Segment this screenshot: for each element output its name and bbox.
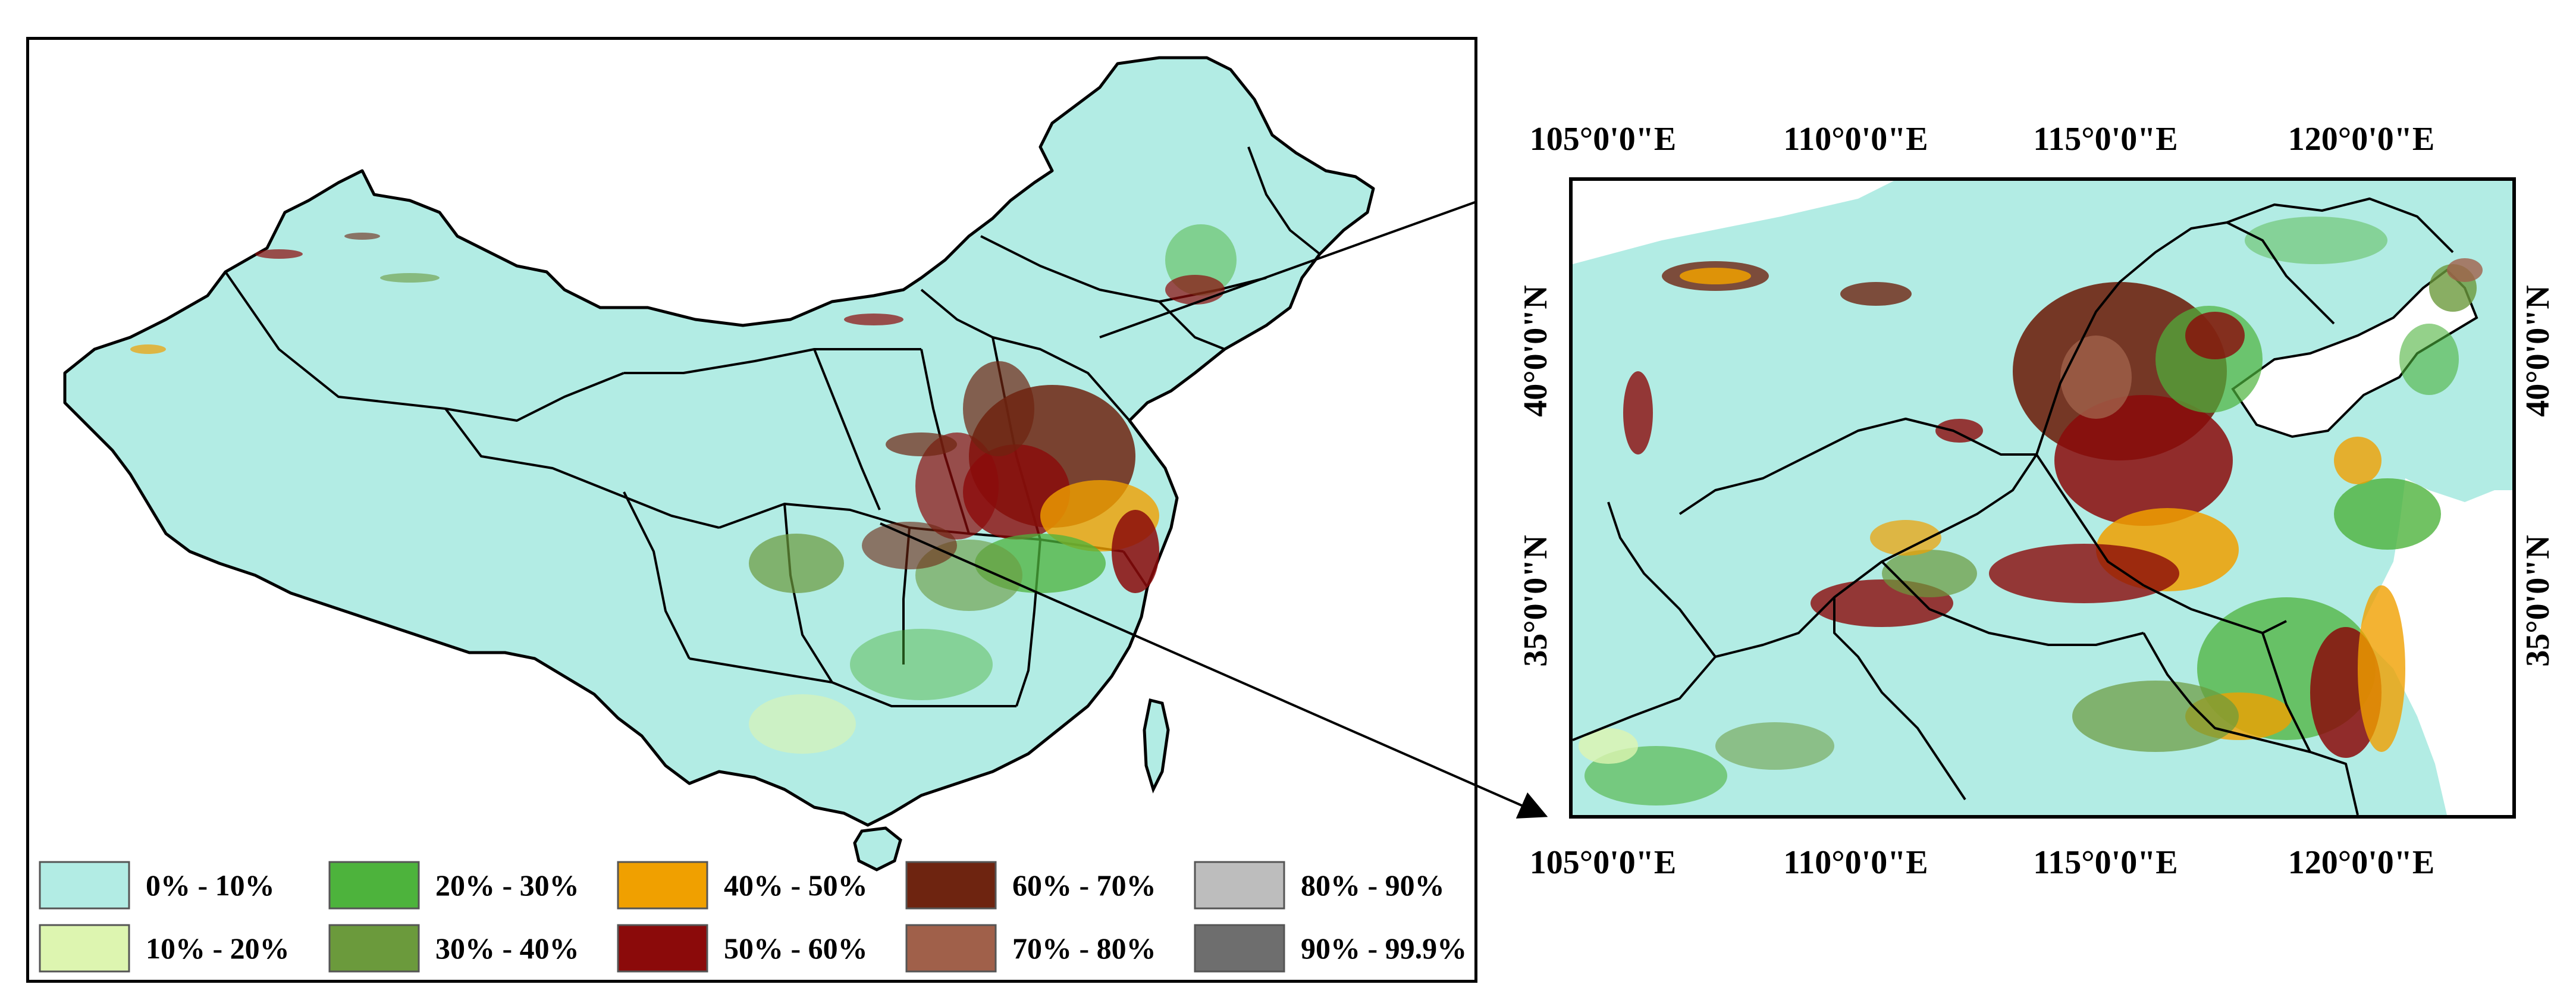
inset-top-label-1: 110°0'0"E xyxy=(1783,121,1928,158)
legend-swatch-6 xyxy=(905,861,997,910)
data-patches xyxy=(130,224,1237,754)
inset-map-panel xyxy=(1569,177,2516,819)
legend-swatch-4 xyxy=(617,861,708,910)
inset-boundaries xyxy=(1573,198,2454,815)
bohai-sea xyxy=(2231,268,2478,438)
inset-top-label-2: 115°0'0"E xyxy=(2033,121,2177,158)
legend-label-9: 90% - 99.9% xyxy=(1301,932,1467,965)
legend-swatch-2 xyxy=(328,861,420,910)
legend-label-6: 60% - 70% xyxy=(1012,869,1156,902)
inset-right-label-0: 40°0'0"N xyxy=(2519,285,2556,416)
china-outline xyxy=(63,56,1375,827)
legend-swatch-8 xyxy=(1194,861,1285,910)
legend-swatch-1 xyxy=(39,924,130,973)
inset-bottom-label-0: 105°0'0"E xyxy=(1530,844,1676,881)
inset-axis-labels: 105°0'0"E 110°0'0"E 115°0'0"E 120°0'0"E 105°… xyxy=(1517,121,2556,881)
hainan-outline xyxy=(853,826,902,872)
legend-swatch-5 xyxy=(617,924,708,973)
legend-swatch-3 xyxy=(328,924,420,973)
legend-swatch-7 xyxy=(905,924,997,973)
inset-top-label-0: 105°0'0"E xyxy=(1530,121,1676,158)
legend-label-5: 50% - 60% xyxy=(724,932,868,965)
inset-bottom-label-2: 115°0'0"E xyxy=(2033,844,2177,881)
china-map: 0% - 10% 10% - 20% 20% - 30% 30% - 40% 40% -… xyxy=(39,56,1551,973)
inset-bottom-label-1: 110°0'0"E xyxy=(1783,844,1928,881)
legend-label-3: 30% - 40% xyxy=(435,932,579,965)
legend-swatch-0 xyxy=(39,861,130,910)
legend: 0% - 10% 10% - 20% 20% - 30% 30% - 40% 40% -… xyxy=(39,861,1467,973)
arrow-upper xyxy=(1099,171,1551,338)
legend-label-4: 40% - 50% xyxy=(724,869,868,902)
taiwan-outline xyxy=(1143,698,1170,794)
main-map-panel: 0% - 10% 10% - 20% 20% - 30% 30% - 40% 40% -… xyxy=(26,37,1551,983)
inset-top-label-3: 120°0'0"E xyxy=(2288,121,2434,158)
inset-right-label-1: 35°0'0"N xyxy=(2519,535,2556,666)
yellow-sea xyxy=(2358,478,2512,815)
legend-label-1: 10% - 20% xyxy=(146,932,290,965)
inset-data-patches xyxy=(1579,217,2483,805)
legend-swatch-9 xyxy=(1194,924,1285,973)
arrow-lower xyxy=(880,522,1548,819)
legend-label-0: 0% - 10% xyxy=(146,869,275,902)
inset-left-label-1: 35°0'0"N xyxy=(1517,535,1554,666)
legend-label-7: 70% - 80% xyxy=(1012,932,1156,965)
inset-map xyxy=(1573,181,2512,815)
inset-left-label-0: 40°0'0"N xyxy=(1517,285,1554,416)
inset-bottom-label-3: 120°0'0"E xyxy=(2288,844,2434,881)
legend-label-2: 20% - 30% xyxy=(435,869,579,902)
legend-label-8: 80% - 90% xyxy=(1301,869,1445,902)
